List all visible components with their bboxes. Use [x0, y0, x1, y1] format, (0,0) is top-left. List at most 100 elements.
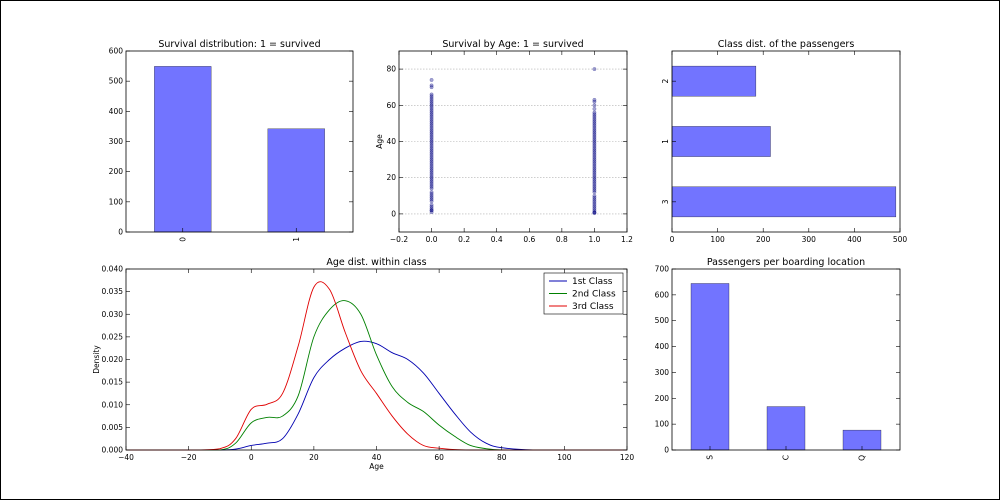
survival-by-age-chart: Survival by Age: 1 = survived 0 20 40 60 80 −0… [375, 39, 633, 244]
y-axis-label: Age [375, 134, 384, 149]
age-distribution-chart: Age dist. within class 0.000 0.005 0.010 0.0… [92, 257, 634, 471]
series-line [126, 340, 627, 451]
y-tick-label: 300 [109, 137, 124, 146]
y-tick-label: 0.010 [102, 400, 124, 409]
axes-frame [398, 50, 628, 233]
y-tick-label: 200 [109, 167, 124, 176]
y-tick-label: 0 [664, 446, 669, 455]
y-tick-label: 600 [655, 290, 670, 299]
y-tick-label: 0 [391, 209, 396, 218]
bar [690, 283, 730, 451]
x-tick-label: 400 [847, 235, 862, 244]
chart-title: Class dist. of the passengers [718, 39, 855, 50]
x-tick-label: 0.2 [458, 235, 470, 244]
x-tick-label: −0.2 [390, 235, 408, 244]
y-tick-label: 0.040 [102, 265, 124, 274]
bar [154, 66, 212, 233]
y-tick-label: 0.000 [102, 446, 124, 455]
y-tick-label: 0.025 [102, 332, 124, 341]
y-tick-label: 400 [109, 107, 124, 116]
x-tick-label: 0.6 [523, 235, 535, 244]
axes-frame [671, 268, 901, 451]
y-tick-label: 40 [386, 137, 396, 146]
scatter-point [592, 193, 597, 198]
legend: 1st Class 2nd Class 3rd Class [543, 272, 624, 315]
bar [267, 128, 325, 233]
scatter-point [592, 107, 597, 111]
x-tick-label: 40 [372, 453, 382, 462]
scatter-point [592, 110, 597, 115]
y-tick-label: 0.015 [102, 378, 124, 387]
x-tick-label: 100 [710, 235, 725, 244]
x-tick-label: 1.2 [621, 235, 633, 244]
x-tick-label: −20 [181, 453, 197, 462]
axes-frame [125, 268, 628, 451]
class-distribution-chart: Class dist. of the passengers 3 1 2 0 100 200 3… [661, 39, 907, 244]
x-tick-label: Q [858, 455, 867, 461]
x-tick-label: 1.0 [588, 235, 600, 244]
legend-entry: 2nd Class [572, 290, 616, 300]
y-tick-label: 0 [118, 228, 123, 237]
x-tick-label: 0.8 [556, 235, 568, 244]
scatter-point [429, 190, 434, 195]
scatter-point [429, 202, 434, 207]
x-tick-label: 300 [802, 235, 817, 244]
y-tick-label: 700 [655, 265, 670, 274]
y-tick-label: 200 [655, 394, 670, 403]
y-tick-label: 20 [386, 173, 396, 182]
axes-frame [671, 50, 901, 233]
x-tick-label: 120 [620, 453, 635, 462]
y-tick-label: 60 [386, 101, 396, 110]
y-tick-label: 500 [109, 77, 124, 86]
chart-title: Survival distribution: 1 = survived [158, 39, 320, 50]
legend-entry: 3rd Class [572, 302, 614, 312]
chart-title: Passengers per boarding location [707, 257, 865, 268]
axes-frame [125, 50, 354, 233]
y-tick-label: 100 [109, 197, 124, 206]
x-tick-label: 0 [249, 453, 254, 462]
x-tick-label: 500 [893, 235, 908, 244]
series-line [126, 300, 627, 451]
scatter-point [592, 67, 597, 72]
x-tick-label: 80 [497, 453, 507, 462]
x-tick-label: 0 [178, 237, 187, 242]
x-tick-label: 100 [557, 453, 572, 462]
x-tick-label: C [782, 455, 791, 460]
x-tick-label: 200 [756, 235, 771, 244]
x-tick-label: 60 [434, 453, 444, 462]
x-tick-label: 0.0 [426, 235, 438, 244]
y-tick-label: 300 [655, 368, 670, 377]
y-tick-label: 0.035 [102, 287, 124, 296]
chart-title: Survival by Age: 1 = survived [442, 39, 583, 50]
x-tick-label: −40 [118, 453, 134, 462]
boarding-location-chart: Passengers per boarding location S C Q 0 100 2… [655, 257, 901, 461]
legend-entry: 1st Class [572, 277, 613, 287]
bar [766, 406, 806, 451]
y-tick-label: 0.020 [102, 355, 124, 364]
y-tick-label: 80 [386, 65, 396, 74]
x-tick-label: 1 [292, 237, 301, 242]
bar [671, 126, 771, 157]
x-tick-label: 20 [309, 453, 319, 462]
x-tick-label: 0.4 [491, 235, 503, 244]
scatter-point [429, 92, 434, 97]
y-tick-label: 3 [661, 199, 670, 204]
chart-title: Age dist. within class [326, 257, 426, 268]
y-tick-label: 0.005 [102, 423, 124, 432]
scatter-point [592, 97, 597, 102]
y-tick-label: 400 [655, 342, 670, 351]
y-tick-label: 600 [109, 47, 124, 56]
survival-distribution-chart: Survival distribution: 1 = survived 0 1 0 10… [109, 39, 354, 242]
bar [671, 186, 897, 218]
scatter-point [429, 78, 434, 82]
y-tick-label: 2 [661, 79, 670, 84]
scatter-point [429, 83, 434, 88]
x-tick-label: S [706, 455, 715, 460]
y-axis-label: Density [92, 345, 101, 374]
y-tick-label: 1 [661, 139, 670, 144]
x-tick-label: 0 [670, 235, 675, 244]
y-tick-label: 100 [655, 420, 670, 429]
y-tick-label: 500 [655, 316, 670, 325]
